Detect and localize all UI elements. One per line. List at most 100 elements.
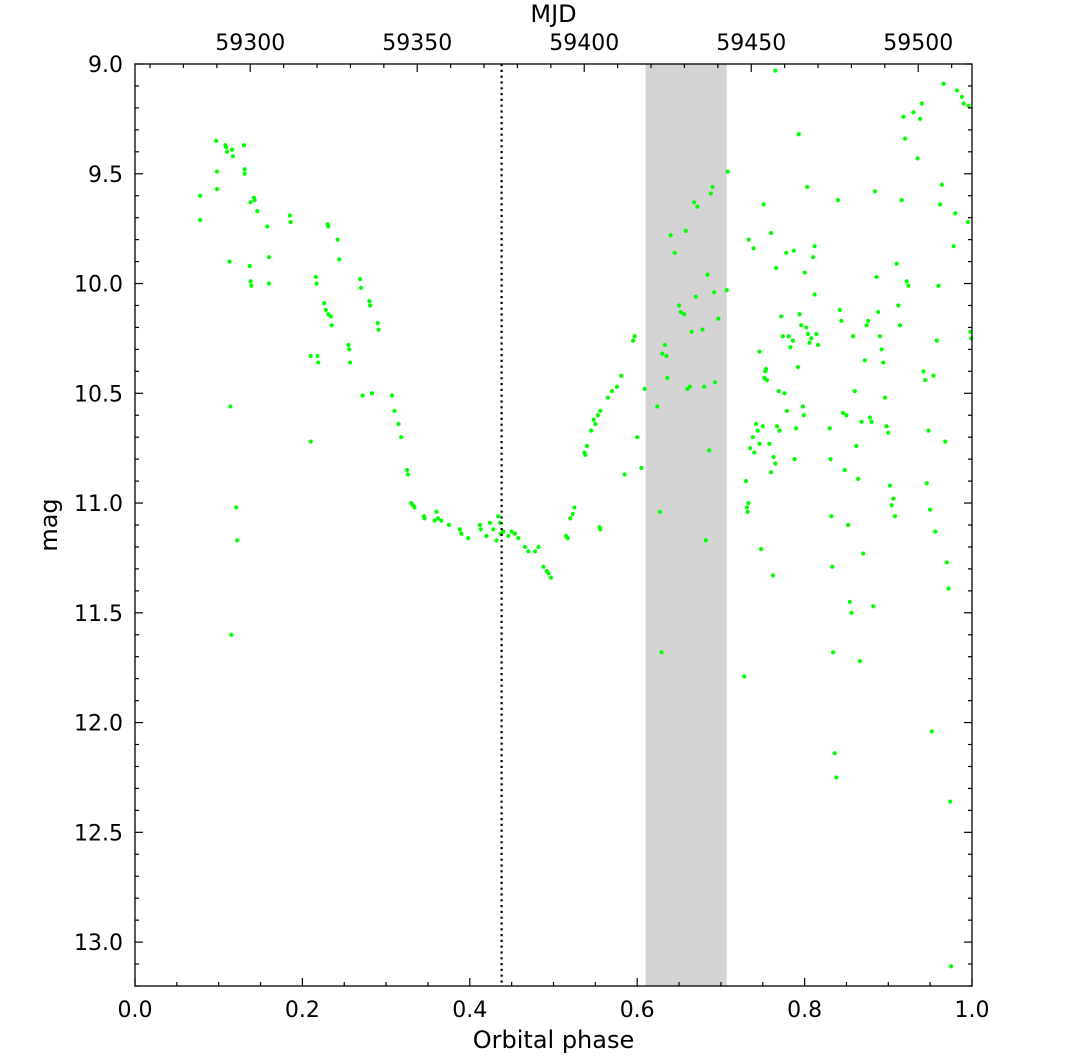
data-point: [804, 325, 809, 330]
data-point: [457, 527, 462, 532]
data-point: [228, 404, 233, 409]
data-point: [595, 413, 600, 418]
data-point: [405, 472, 410, 477]
data-point: [265, 224, 270, 229]
data-point: [494, 538, 499, 543]
data-point: [287, 213, 292, 218]
data-point: [702, 384, 707, 389]
data-point: [867, 415, 872, 420]
data-point: [859, 419, 864, 424]
data-point: [593, 421, 598, 427]
data-point: [214, 169, 220, 174]
data-point: [635, 435, 640, 440]
data-point: [933, 529, 938, 534]
data-point: [926, 428, 931, 433]
data-point: [788, 345, 793, 350]
data-point: [938, 202, 943, 207]
data-point: [842, 468, 847, 473]
data-point: [784, 250, 789, 255]
data-point: [358, 285, 364, 291]
data-point: [266, 281, 272, 286]
y-tick-label: 9.0: [88, 53, 123, 78]
data-point: [776, 388, 781, 394]
data-point: [794, 426, 799, 431]
data-point: [753, 421, 759, 427]
data-point: [412, 505, 417, 510]
data-point: [744, 505, 749, 510]
data-point: [931, 373, 936, 378]
data-point: [780, 334, 785, 339]
data-point: [568, 516, 573, 521]
data-point: [224, 145, 229, 150]
top-tick-label: 59500: [883, 31, 953, 56]
data-point: [796, 132, 801, 137]
data-point: [369, 391, 374, 396]
data-point: [748, 446, 753, 451]
data-point: [683, 228, 688, 233]
data-point: [886, 430, 891, 435]
x-tick-label: 0.4: [452, 998, 487, 1023]
data-point: [757, 441, 762, 446]
data-point: [598, 408, 603, 413]
data-point: [347, 347, 352, 352]
data-point: [665, 375, 670, 381]
data-point: [812, 244, 817, 249]
data-point: [248, 279, 253, 284]
data-point: [828, 457, 833, 462]
data-point: [710, 184, 715, 190]
data-point: [700, 327, 705, 332]
data-point: [857, 659, 862, 664]
data-point: [248, 200, 253, 205]
data-point: [866, 318, 871, 323]
data-point: [862, 358, 867, 363]
data-point: [316, 360, 321, 365]
data-point: [835, 198, 841, 203]
data-point: [707, 448, 712, 453]
data-point: [874, 274, 879, 280]
data-point: [509, 529, 514, 534]
data-point: [609, 388, 615, 394]
y-tick-label: 9.5: [88, 163, 123, 188]
data-point: [516, 536, 521, 541]
data-point: [852, 388, 857, 394]
top-tick-label: 59400: [549, 31, 619, 56]
data-point: [915, 156, 920, 161]
data-point: [725, 169, 730, 174]
y-tick-label: 12.0: [74, 712, 123, 737]
data-point: [435, 516, 441, 521]
data-point: [541, 564, 546, 569]
data-point: [815, 342, 821, 348]
data-point: [760, 424, 765, 429]
data-point: [522, 544, 528, 550]
data-point: [360, 393, 365, 398]
data-point: [346, 342, 351, 348]
data-point: [871, 604, 876, 609]
data-point: [799, 323, 804, 328]
data-point: [864, 323, 869, 328]
y-tick-label: 12.5: [74, 821, 123, 846]
data-point: [767, 441, 772, 446]
data-point: [786, 334, 791, 339]
data-point: [777, 428, 782, 433]
data-point: [936, 283, 941, 288]
top-tick-label: 59300: [215, 31, 285, 56]
data-point: [750, 435, 755, 440]
data-point: [632, 334, 637, 339]
data-point: [841, 410, 846, 416]
data-point: [255, 208, 260, 214]
data-point: [491, 527, 496, 532]
data-point: [288, 219, 293, 225]
data-point: [446, 522, 451, 528]
data-point: [891, 496, 896, 501]
data-point: [565, 536, 570, 541]
data-point: [830, 650, 836, 655]
data-point: [892, 514, 898, 519]
data-point: [622, 472, 627, 477]
data-point: [801, 413, 806, 418]
data-point: [432, 518, 437, 523]
data-point: [703, 538, 708, 543]
top-tick-label: 59450: [716, 31, 786, 56]
data-point: [879, 347, 884, 352]
data-point: [751, 246, 756, 251]
